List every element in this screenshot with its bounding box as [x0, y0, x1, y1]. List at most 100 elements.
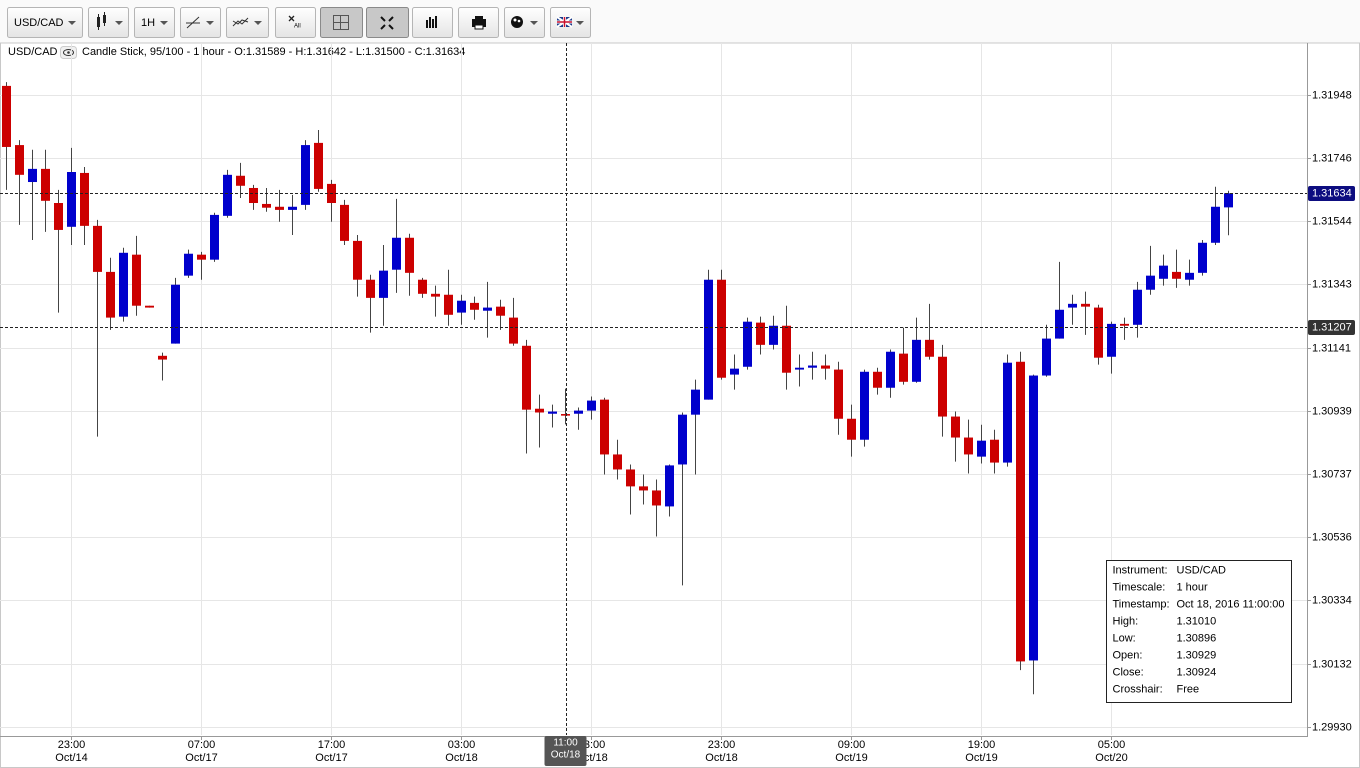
- indicator-select[interactable]: [226, 7, 269, 38]
- visibility-toggle[interactable]: [60, 46, 77, 59]
- candle-body: [1211, 206, 1220, 243]
- info-value: USD/CAD: [1177, 564, 1227, 576]
- candle-body: [405, 237, 414, 273]
- info-label: Low:: [1113, 632, 1136, 644]
- candle-body: [1172, 271, 1181, 279]
- candle-body: [743, 321, 752, 367]
- language-select[interactable]: [550, 7, 591, 38]
- candle-body: [561, 414, 570, 416]
- candle-body: [951, 416, 960, 438]
- candle-body: [1198, 242, 1207, 273]
- y-tick-label: 1.29930: [1312, 721, 1352, 733]
- x-tick-label: 23:00: [58, 739, 86, 751]
- x-tick-label: 23:00: [708, 739, 736, 751]
- candle-body: [730, 368, 739, 375]
- candle-body: [171, 284, 180, 344]
- x-tick-label: 05:00: [1098, 739, 1126, 751]
- candle-body: [925, 339, 934, 357]
- candle-body: [1094, 307, 1103, 358]
- grid-toggle[interactable]: [320, 7, 363, 38]
- timeframe-select[interactable]: 1H: [134, 7, 175, 38]
- candle-body: [1107, 323, 1116, 357]
- candle-body: [119, 252, 128, 317]
- info-value: 1.30896: [1177, 632, 1217, 644]
- x-tick-label: 03:00: [448, 739, 476, 751]
- candle-body: [769, 325, 778, 345]
- candle-body: [1185, 272, 1194, 280]
- candle-body: [1055, 309, 1064, 339]
- candle-body: [873, 371, 882, 388]
- print-button[interactable]: [458, 7, 499, 38]
- color-theme-select[interactable]: [504, 7, 545, 38]
- crosshair-price-label: 1.31207: [1312, 321, 1352, 333]
- candle-body: [1146, 275, 1155, 290]
- candle-body: [15, 145, 24, 175]
- candle-body: [808, 365, 817, 368]
- candle-body: [392, 237, 401, 270]
- candle-body: [262, 203, 271, 208]
- candle-body: [834, 369, 843, 419]
- info-label: High:: [1113, 615, 1139, 627]
- candle-body: [535, 408, 544, 413]
- candle-body: [626, 469, 635, 487]
- instrument-select[interactable]: USD/CAD: [7, 7, 83, 38]
- info-value: Free: [1177, 683, 1200, 695]
- candle-body: [977, 440, 986, 457]
- candle-body: [340, 204, 349, 241]
- candle-body: [457, 300, 466, 313]
- y-tick-label: 1.30737: [1312, 468, 1352, 480]
- candle-body: [236, 175, 245, 186]
- chart-type-select[interactable]: [88, 7, 129, 38]
- candle-body: [574, 410, 583, 414]
- chart-subtitle: Candle Stick, 95/100 - 1 hour - O:1.3158…: [82, 46, 465, 58]
- crosshair-date-label: Oct/18: [551, 750, 581, 761]
- x-tick-date: Oct/17: [315, 752, 347, 764]
- candle-body: [613, 454, 622, 470]
- candle-body: [1120, 323, 1129, 326]
- candle-body: [964, 437, 973, 455]
- y-tick-label: 1.30132: [1312, 658, 1352, 670]
- candle-body: [1224, 193, 1233, 208]
- candle-body: [158, 355, 167, 360]
- candle-body: [704, 279, 713, 400]
- candle-body: [1133, 289, 1142, 325]
- candle-body: [444, 294, 453, 315]
- candle-body: [1042, 338, 1051, 376]
- candle-body: [795, 367, 804, 370]
- crosshair-price-badge: [1308, 320, 1355, 335]
- x-tick-date: Oct/18: [445, 752, 477, 764]
- candle-body: [210, 214, 219, 260]
- candle-body: [886, 351, 895, 388]
- candle-body: [431, 293, 440, 297]
- candle-body: [80, 172, 89, 226]
- y-tick-label: 1.31141: [1312, 342, 1351, 354]
- y-tick-label: 1.30334: [1312, 594, 1352, 606]
- fullscreen-toggle[interactable]: [366, 7, 409, 38]
- info-value: 1.30929: [1177, 649, 1217, 661]
- candle-body: [93, 225, 102, 272]
- candle-body: [691, 389, 700, 415]
- candle-body: [678, 414, 687, 465]
- x-tick-label: 17:00: [318, 739, 346, 751]
- info-value: 1.30924: [1177, 666, 1217, 678]
- clear-all-label[interactable]: All: [294, 24, 301, 30]
- candle-body: [652, 490, 661, 506]
- volume-button[interactable]: [412, 7, 453, 38]
- candle-body: [509, 317, 518, 344]
- x-tick-date: Oct/20: [1095, 752, 1127, 764]
- candle-body: [470, 302, 479, 310]
- timeframe-label[interactable]: 1H: [141, 17, 155, 29]
- draw-line-select[interactable]: [180, 7, 221, 38]
- candle-body: [847, 418, 856, 440]
- y-tick-label: 1.30536: [1312, 531, 1352, 543]
- candle-body: [1029, 375, 1038, 661]
- candle-body: [249, 187, 258, 204]
- clear-all-button[interactable]: All: [275, 7, 316, 38]
- candle-body: [41, 168, 50, 201]
- instrument-label[interactable]: USD/CAD: [14, 17, 64, 29]
- y-tick-label: 1.31948: [1312, 89, 1352, 101]
- candle-body: [288, 206, 297, 210]
- candle-body: [184, 253, 193, 276]
- candle-body: [197, 254, 206, 260]
